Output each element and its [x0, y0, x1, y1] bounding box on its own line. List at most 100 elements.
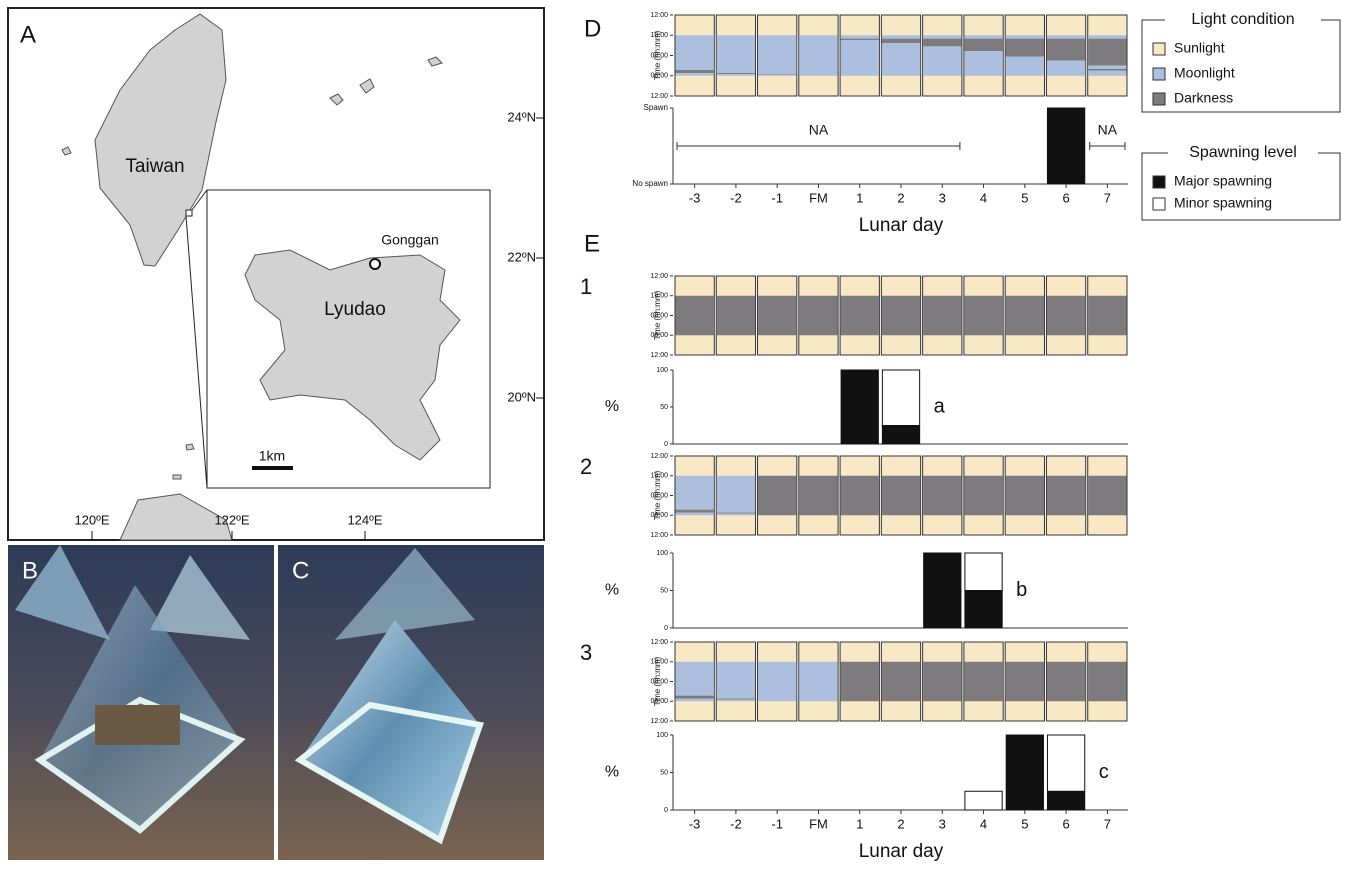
y-axis-title: % — [605, 582, 619, 599]
major-bar — [841, 370, 878, 444]
night-segment — [923, 662, 961, 702]
night-segment — [717, 514, 755, 516]
bar-annotation: c — [1099, 761, 1109, 783]
y-tick-label: 50 — [660, 587, 668, 594]
night-segment — [758, 662, 796, 702]
x-tick-label: 6 — [1062, 816, 1069, 831]
x-tick-label: 1 — [856, 816, 863, 831]
minor-bar — [965, 791, 1002, 810]
legend-swatch — [1153, 68, 1165, 80]
page: A Taiwan Lyudao Gonggan 1km 24ºN 22ºN 20… — [0, 0, 1349, 870]
legend-label: Moonlight — [1174, 65, 1235, 81]
night-segment — [841, 296, 879, 336]
night-segment — [964, 476, 1002, 516]
night-segment — [882, 39, 920, 43]
sub-label: 3 — [580, 640, 592, 665]
night-segment — [799, 35, 837, 76]
x-tick-label: 7 — [1104, 816, 1111, 831]
legend-swatch — [1153, 198, 1165, 210]
y-tick-label: 0 — [664, 807, 668, 814]
panel-b: B — [8, 545, 274, 860]
night-segment — [841, 40, 879, 76]
y-tick-label: 100 — [656, 367, 668, 374]
x-tick-label: -1 — [771, 816, 783, 831]
night-segment — [717, 296, 755, 336]
range-label: NA — [1098, 122, 1118, 138]
minor-bar — [965, 553, 1002, 591]
night-segment — [882, 43, 920, 76]
night-segment — [923, 476, 961, 516]
night-segment — [799, 476, 837, 516]
lon-label: 124ºE — [347, 512, 382, 527]
night-segment — [1088, 66, 1126, 69]
night-segment — [841, 39, 879, 40]
y-tick-label: 00:00 — [650, 312, 668, 319]
legend-swatch — [1153, 93, 1165, 105]
night-segment — [964, 662, 1002, 702]
night-segment — [1006, 662, 1044, 702]
night-segment — [1006, 476, 1044, 516]
legend-frame — [1142, 20, 1340, 112]
y-tick-label: 06:00 — [650, 332, 668, 339]
y-tick-label: 00:00 — [650, 678, 668, 685]
night-segment — [799, 662, 837, 702]
y-tick-label: 12:00 — [650, 453, 668, 460]
night-segment — [1006, 39, 1044, 57]
night-segment — [841, 476, 879, 516]
night-segment — [1047, 662, 1085, 702]
y-tick-label: 12:00 — [650, 273, 668, 280]
place-label: Lyudao — [324, 299, 386, 320]
x-tick-label: 5 — [1021, 190, 1028, 205]
night-segment — [676, 513, 714, 516]
major-bar — [882, 426, 919, 445]
major-bar — [1047, 791, 1084, 810]
night-segment — [1047, 296, 1085, 336]
site-marker — [370, 259, 380, 269]
panel-label: B — [22, 557, 38, 584]
night-segment — [923, 39, 961, 47]
x-tick-label: 6 — [1062, 190, 1069, 205]
sub-label: 1 — [580, 274, 592, 299]
legend-swatch — [1153, 43, 1165, 55]
night-segment — [964, 35, 1002, 38]
y-tick-label: 12:00 — [650, 639, 668, 646]
range-label: NA — [809, 122, 829, 138]
x-tick-label: 2 — [897, 816, 904, 831]
x-tick-label: 1 — [856, 190, 863, 205]
night-segment — [923, 35, 961, 38]
night-segment — [882, 662, 920, 702]
x-tick-label: 5 — [1021, 816, 1028, 831]
night-segment — [1047, 476, 1085, 516]
night-segment — [676, 35, 714, 70]
x-tick-label: 7 — [1104, 190, 1111, 205]
night-segment — [882, 35, 920, 38]
bar-annotation: b — [1016, 579, 1027, 601]
night-segment — [882, 476, 920, 516]
night-segment — [923, 296, 961, 336]
y-tick-label: 12:00 — [650, 532, 668, 539]
lon-label: 120ºE — [74, 512, 109, 527]
y-tick-label: 0 — [664, 625, 668, 632]
x-tick-label: 2 — [897, 190, 904, 205]
night-segment — [758, 476, 796, 516]
legend-label: Sunlight — [1174, 40, 1225, 56]
night-segment — [1006, 35, 1044, 38]
night-segment — [676, 662, 714, 696]
night-segment — [882, 296, 920, 336]
x-tick-label: 4 — [980, 816, 987, 831]
x-tick-label: 3 — [939, 816, 946, 831]
lat-label: 20ºN — [507, 389, 536, 404]
place-label: Taiwan — [125, 156, 184, 177]
x-tick-label: 4 — [980, 190, 987, 205]
night-segment — [1088, 296, 1126, 336]
y-tick-label: 0 — [664, 441, 668, 448]
legend-title: Light condition — [1191, 11, 1294, 28]
x-tick-label: 3 — [939, 190, 946, 205]
night-segment — [799, 296, 837, 336]
night-segment — [758, 75, 796, 76]
panel-label: E — [584, 230, 600, 257]
night-segment — [1047, 35, 1085, 38]
panel-label: C — [292, 557, 309, 584]
x-tick-label: -3 — [689, 190, 701, 205]
minor-bar — [1047, 735, 1084, 791]
